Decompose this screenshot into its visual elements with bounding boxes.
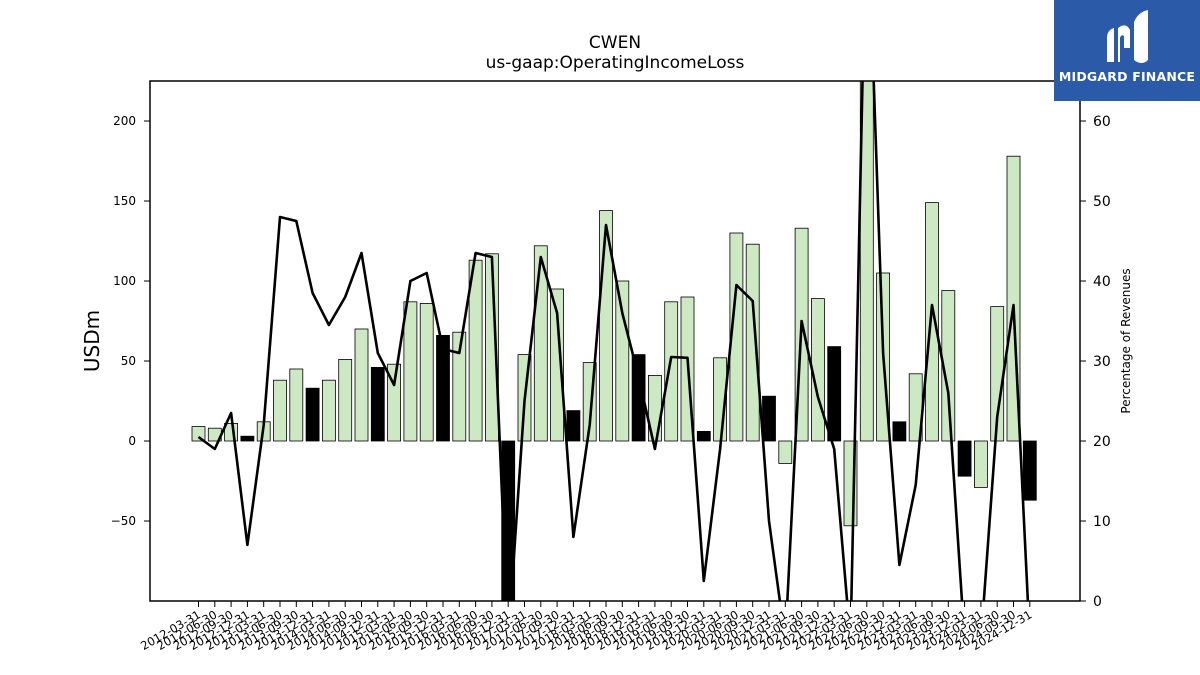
y-axis-label: USDm — [80, 310, 104, 372]
logo-text: MIDGARD FINANCE — [1058, 69, 1196, 84]
bar — [550, 288, 564, 442]
bar — [387, 363, 402, 442]
bar — [729, 232, 744, 442]
bar — [419, 302, 434, 442]
bar — [452, 331, 467, 442]
bar — [696, 430, 711, 442]
bar-series — [191, 81, 1037, 601]
bar — [370, 366, 385, 442]
chart-title: CWEN — [588, 33, 642, 53]
bar — [974, 440, 988, 488]
bar — [941, 290, 956, 442]
y-tick-label: 50 — [121, 354, 136, 368]
bar — [1022, 440, 1037, 501]
y2-tick-label: 40 — [1093, 274, 1111, 290]
bar — [631, 354, 646, 442]
y2-axis-label: Percentage of Revenues — [1119, 268, 1133, 413]
line-series — [197, 81, 1030, 601]
midgard-finance-logo: MIDGARD FINANCE — [1054, 0, 1200, 101]
bar — [484, 253, 499, 442]
bar — [957, 440, 972, 477]
bar — [859, 81, 874, 442]
bar — [321, 379, 336, 442]
bar — [615, 280, 630, 442]
bar — [403, 301, 418, 442]
bar — [566, 410, 581, 442]
y2-tick-label: 0 — [1093, 594, 1102, 610]
bar — [289, 368, 304, 442]
plot-frame — [149, 80, 1081, 602]
bar — [892, 421, 907, 442]
bar — [762, 395, 776, 442]
y2-tick-label: 50 — [1093, 194, 1111, 210]
bar — [745, 243, 760, 442]
bar — [925, 202, 939, 442]
y-tick-label: 200 — [113, 114, 136, 128]
y2-tick-label: 60 — [1093, 114, 1111, 130]
bar — [436, 334, 450, 442]
y2-tick-label: 10 — [1093, 514, 1111, 530]
bar — [664, 301, 679, 442]
y-tick-label: 150 — [113, 194, 136, 208]
logo-mark-icon — [1107, 10, 1148, 63]
bar — [240, 435, 255, 442]
bar — [305, 387, 320, 442]
y-tick-label: 0 — [128, 434, 136, 448]
bar — [191, 426, 206, 442]
x-axis: 2012-03-312012-06-302012-09-302012-12-31… — [138, 601, 1034, 653]
right-y-axis: 0 10 20 30 40 50 60 — [1080, 114, 1111, 610]
bar — [827, 346, 842, 442]
bar — [273, 379, 287, 442]
chart-subtitle: us-gaap:OperatingIncomeLoss — [485, 53, 745, 73]
y2-tick-label: 20 — [1093, 434, 1111, 450]
percent-of-revenues-line — [197, 81, 1030, 601]
bar — [338, 358, 353, 442]
bar — [354, 328, 369, 442]
y-tick-label: 100 — [113, 274, 136, 288]
bar — [778, 440, 793, 464]
y-tick-label: −50 — [111, 514, 136, 528]
y2-tick-label: 30 — [1093, 354, 1111, 370]
left-y-axis: −50 0 50 100 150 200 — [111, 114, 150, 528]
